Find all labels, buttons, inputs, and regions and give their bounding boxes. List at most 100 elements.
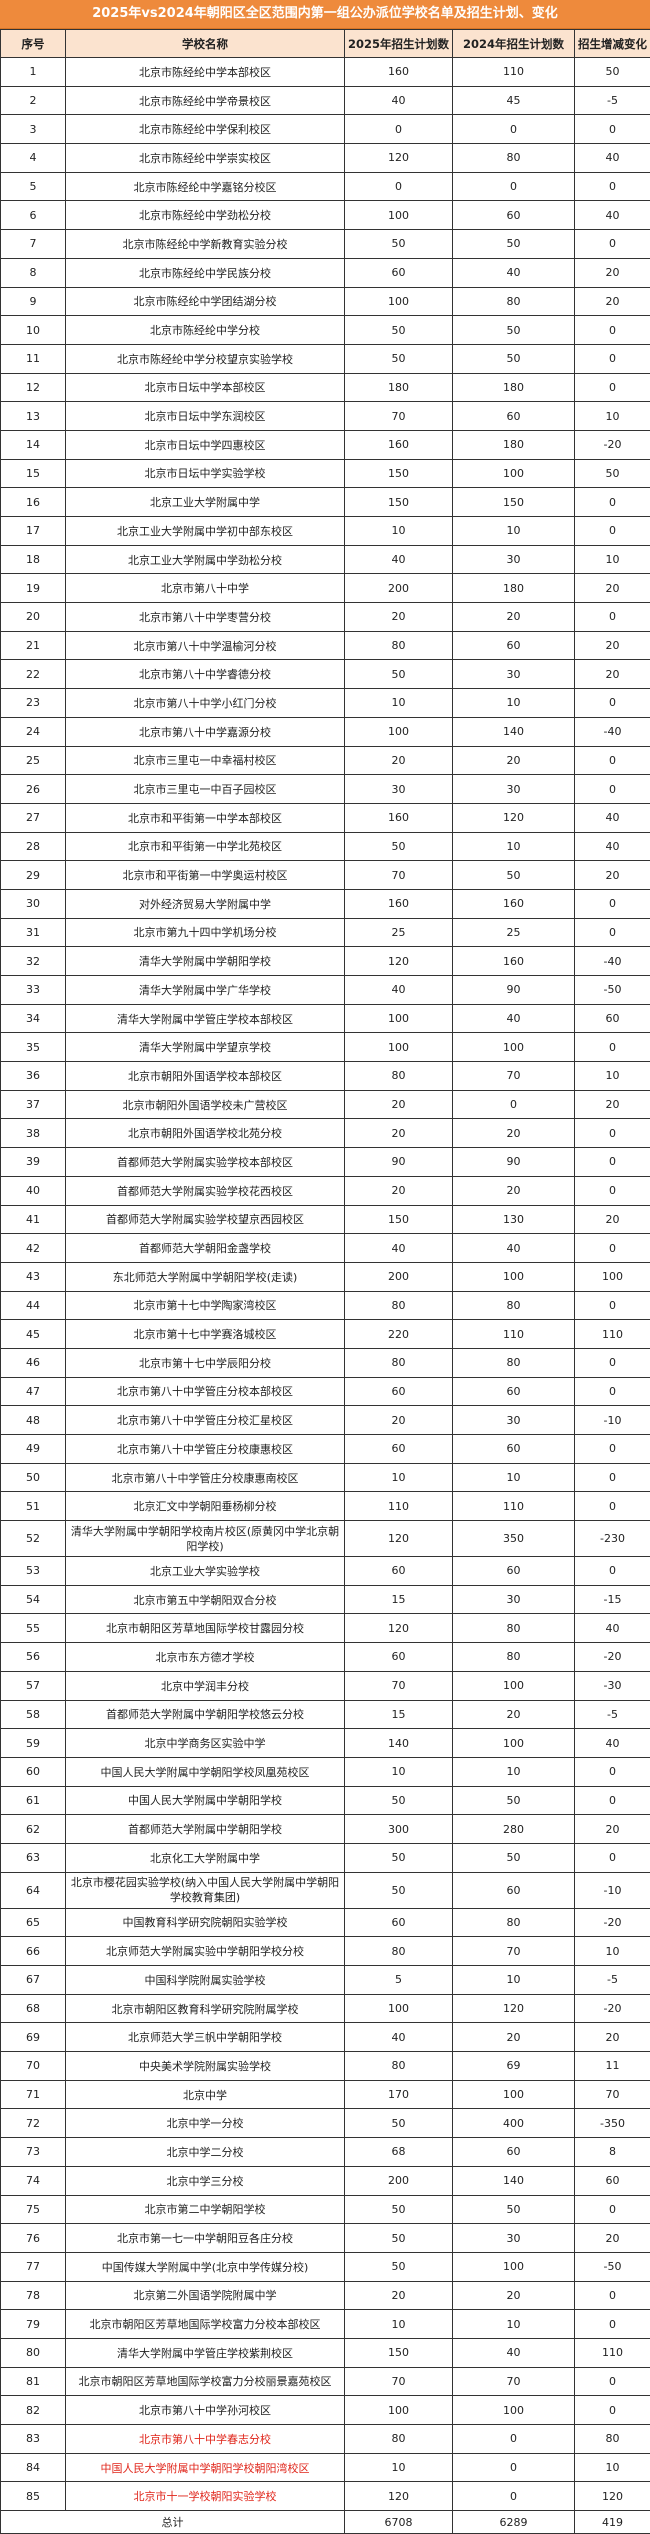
- row-seq: 52: [1, 1521, 66, 1557]
- row-seq: 54: [1, 1585, 66, 1614]
- row-seq: 43: [1, 1262, 66, 1291]
- plan-2025: 90: [345, 1148, 453, 1177]
- plan-2024: 180: [453, 373, 575, 402]
- school-name: 北京中学润丰分校: [66, 1671, 345, 1700]
- plan-2025: 140: [345, 1729, 453, 1758]
- row-seq: 62: [1, 1815, 66, 1844]
- plan-change: 0: [575, 517, 650, 546]
- plan-2024: 400: [453, 2109, 575, 2138]
- plan-2024: 160: [453, 947, 575, 976]
- plan-2025: 10: [345, 1463, 453, 1492]
- plan-2025: 200: [345, 1262, 453, 1291]
- school-name: 北京市第九十四中学机场分校: [66, 918, 345, 947]
- school-name: 北京市朝阳外国语学校未广营校区: [66, 1090, 345, 1119]
- school-name: 北京市樱花园实验学校(纳入中国人民大学附属中学朝阳学校教育集团): [66, 1872, 345, 1908]
- plan-2025: 80: [345, 1937, 453, 1966]
- school-name: 北京汇文中学朝阳垂杨柳分校: [66, 1492, 345, 1521]
- school-name: 中央美术学院附属实验学校: [66, 2052, 345, 2081]
- total-change: 419: [575, 2511, 650, 2534]
- plan-change: 0: [575, 1843, 650, 1872]
- row-seq: 78: [1, 2281, 66, 2310]
- plan-2024: 160: [453, 889, 575, 918]
- row-seq: 1: [1, 58, 66, 87]
- plan-2024: 20: [453, 1700, 575, 1729]
- plan-2024: 80: [453, 1291, 575, 1320]
- row-seq: 40: [1, 1176, 66, 1205]
- row-seq: 42: [1, 1234, 66, 1263]
- plan-2024: 60: [453, 1377, 575, 1406]
- school-name: 北京市陈经纶中学民族分校: [66, 258, 345, 287]
- plan-2025: 60: [345, 1908, 453, 1937]
- plan-2025: 50: [345, 1843, 453, 1872]
- plan-change: -20: [575, 1908, 650, 1937]
- row-seq: 34: [1, 1004, 66, 1033]
- school-name: 首都师范大学附属中学朝阳学校: [66, 1815, 345, 1844]
- plan-change: -10: [575, 1872, 650, 1908]
- plan-2024: 10: [453, 689, 575, 718]
- row-seq: 41: [1, 1205, 66, 1234]
- plan-change: 0: [575, 172, 650, 201]
- plan-2025: 40: [345, 2023, 453, 2052]
- row-seq: 82: [1, 2396, 66, 2425]
- plan-2024: 150: [453, 488, 575, 517]
- plan-2025: 180: [345, 373, 453, 402]
- row-seq: 80: [1, 2338, 66, 2367]
- row-seq: 84: [1, 2453, 66, 2482]
- plan-change: 110: [575, 1320, 650, 1349]
- row-seq: 17: [1, 517, 66, 546]
- plan-change: 80: [575, 2425, 650, 2454]
- plan-change: 0: [575, 889, 650, 918]
- row-seq: 49: [1, 1435, 66, 1464]
- plan-2024: 50: [453, 861, 575, 890]
- plan-change: 110: [575, 2338, 650, 2367]
- school-name: 北京市第一七一中学朝阳豆各庄分校: [66, 2224, 345, 2253]
- plan-2025: 120: [345, 947, 453, 976]
- plan-change: 60: [575, 1004, 650, 1033]
- plan-2024: 60: [453, 1872, 575, 1908]
- plan-change: 10: [575, 1937, 650, 1966]
- plan-2024: 120: [453, 803, 575, 832]
- plan-2024: 30: [453, 2224, 575, 2253]
- plan-2024: 10: [453, 1966, 575, 1995]
- plan-2024: 0: [453, 2425, 575, 2454]
- plan-2025: 15: [345, 1700, 453, 1729]
- plan-2024: 30: [453, 1585, 575, 1614]
- plan-change: 10: [575, 402, 650, 431]
- school-name: 北京市第八十中学春志分校: [66, 2425, 345, 2454]
- plan-2025: 150: [345, 459, 453, 488]
- row-seq: 60: [1, 1757, 66, 1786]
- plan-2025: 20: [345, 2281, 453, 2310]
- plan-2025: 100: [345, 717, 453, 746]
- plan-2025: 200: [345, 574, 453, 603]
- row-seq: 39: [1, 1148, 66, 1177]
- school-name: 北京市陈经纶中学团结湖分校: [66, 287, 345, 316]
- school-name: 北京市陈经纶中学分校: [66, 316, 345, 345]
- row-seq: 83: [1, 2425, 66, 2454]
- plan-2025: 150: [345, 1205, 453, 1234]
- plan-2024: 180: [453, 574, 575, 603]
- row-seq: 4: [1, 144, 66, 173]
- plan-2024: 25: [453, 918, 575, 947]
- plan-2025: 160: [345, 889, 453, 918]
- row-seq: 53: [1, 1557, 66, 1586]
- plan-change: 20: [575, 2224, 650, 2253]
- plan-2024: 40: [453, 258, 575, 287]
- school-name: 北京市朝阳区教育科学研究院附属学校: [66, 1994, 345, 2023]
- school-name: 中国传媒大学附属中学(北京中学传媒分校): [66, 2252, 345, 2281]
- row-seq: 33: [1, 976, 66, 1005]
